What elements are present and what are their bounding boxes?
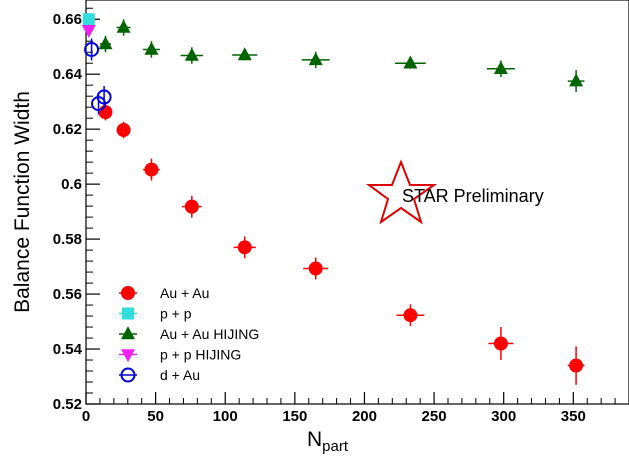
x-axis: 0 50 100 150 200 250 300 350 bbox=[82, 392, 615, 425]
data-point bbox=[494, 337, 508, 351]
data-point bbox=[83, 13, 95, 25]
data-point bbox=[144, 42, 158, 55]
data-point bbox=[569, 359, 583, 373]
data-point bbox=[494, 61, 508, 74]
x-tick-label: 200 bbox=[352, 408, 377, 425]
data-point bbox=[309, 262, 323, 276]
x-tick-label: 150 bbox=[282, 408, 307, 425]
x-tick-label: 250 bbox=[422, 408, 447, 425]
x-tick-label: 100 bbox=[213, 408, 238, 425]
y-axis: 0.52 0.54 0.56 0.58 0.6 0.62 0.64 0.66 bbox=[53, 8, 100, 413]
data-point bbox=[185, 48, 199, 61]
data-point bbox=[569, 73, 583, 86]
legend-marker bbox=[121, 326, 135, 339]
data-point bbox=[98, 91, 111, 104]
legend-item: Au + Au HIJING bbox=[119, 326, 259, 342]
data-point bbox=[403, 56, 417, 69]
series-p-p-hijing bbox=[82, 25, 96, 38]
data-point bbox=[238, 47, 252, 60]
x-axis-title-subscript: part bbox=[322, 438, 349, 455]
y-axis-title: Balance Function Width bbox=[11, 91, 34, 313]
data-point bbox=[185, 200, 199, 214]
legend: Au + Au p + p Au + Au HIJING p + p HIJING d … bbox=[119, 285, 259, 383]
y-tick-label: 0.66 bbox=[53, 11, 82, 28]
series-d-au bbox=[85, 38, 111, 114]
legend-marker bbox=[122, 369, 135, 382]
data-point bbox=[403, 308, 417, 322]
y-tick-label: 0.52 bbox=[53, 396, 82, 413]
plot-frame bbox=[86, 0, 629, 404]
legend-marker bbox=[122, 308, 134, 320]
legend-item: p + p bbox=[119, 306, 192, 322]
data-point bbox=[82, 25, 96, 38]
data-point bbox=[309, 52, 323, 65]
legend-label: Au + Au HIJING bbox=[160, 326, 259, 342]
series-au-au bbox=[98, 104, 584, 385]
legend-item: Au + Au bbox=[119, 285, 209, 301]
data-point bbox=[238, 240, 252, 254]
legend-label: p + p bbox=[160, 306, 192, 322]
y-tick-label: 0.54 bbox=[53, 341, 83, 358]
x-tick-label: 300 bbox=[491, 408, 516, 425]
data-point bbox=[144, 163, 158, 177]
series-p-p bbox=[83, 13, 95, 25]
x-tick-label: 350 bbox=[561, 408, 586, 425]
legend-label: Au + Au bbox=[160, 285, 209, 301]
legend-marker bbox=[121, 349, 135, 362]
y-tick-label: 0.62 bbox=[53, 121, 82, 138]
data-point bbox=[98, 36, 112, 49]
y-tick-label: 0.58 bbox=[53, 231, 82, 248]
star-preliminary-logo: STAR Preliminary bbox=[369, 162, 544, 222]
y-tick-label: 0.56 bbox=[53, 286, 82, 303]
legend-marker bbox=[121, 286, 135, 300]
data-point bbox=[117, 123, 131, 137]
x-tick-label: 50 bbox=[147, 408, 164, 425]
y-tick-label: 0.6 bbox=[61, 176, 82, 193]
legend-item: p + p HIJING bbox=[119, 347, 241, 363]
x-tick-label: 0 bbox=[82, 408, 90, 425]
legend-item: d + Au bbox=[119, 367, 200, 383]
series-au-au-hijing bbox=[98, 19, 584, 92]
y-tick-label: 0.64 bbox=[53, 66, 83, 83]
x-axis-title-main: N bbox=[307, 428, 322, 451]
legend-label: d + Au bbox=[160, 367, 200, 383]
data-point bbox=[85, 43, 98, 56]
x-axis-title: Npart bbox=[307, 428, 349, 455]
star-preliminary-label: STAR Preliminary bbox=[402, 186, 544, 206]
legend-label: p + p HIJING bbox=[160, 347, 241, 363]
data-point bbox=[117, 20, 131, 33]
